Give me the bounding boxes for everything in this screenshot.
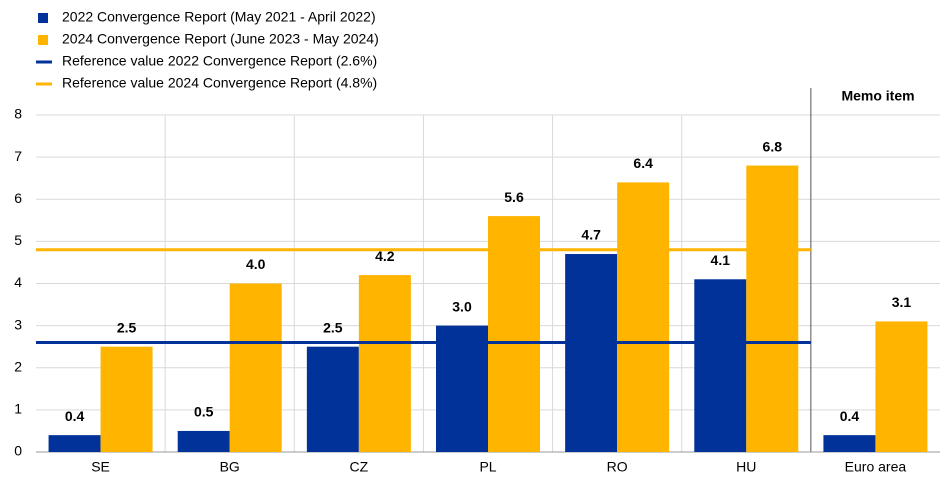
y-tick-label: 2	[14, 358, 22, 374]
value-label: 4.1	[711, 252, 731, 268]
legend-swatch	[38, 13, 48, 23]
y-tick-label: 6	[14, 190, 22, 206]
value-label: 3.0	[452, 298, 472, 314]
legend-label: 2022 Convergence Report (May 2021 - Apri…	[62, 9, 376, 25]
bar	[229, 283, 282, 452]
bar	[48, 435, 101, 452]
y-tick-label: 0	[14, 443, 22, 459]
bar	[436, 325, 488, 452]
value-label: 4.2	[375, 248, 395, 264]
y-tick-label: 3	[14, 316, 22, 332]
value-label: 0.4	[65, 408, 85, 424]
bar	[617, 182, 670, 452]
y-tick-label: 1	[14, 401, 22, 417]
value-label: 4.0	[246, 256, 266, 272]
legend-label: 2024 Convergence Report (June 2023 - May…	[62, 31, 379, 47]
x-tick-label: HU	[736, 459, 756, 475]
value-label: 2.5	[117, 319, 137, 335]
value-label: 6.8	[763, 138, 783, 154]
value-label: 0.5	[194, 404, 214, 420]
memo-label: Memo item	[841, 88, 914, 104]
bar	[100, 346, 153, 452]
y-tick-label: 4	[14, 274, 22, 290]
y-tick-label: 5	[14, 232, 22, 248]
y-tick-label: 8	[14, 106, 22, 122]
x-tick-label: PL	[479, 459, 496, 475]
bar	[306, 346, 359, 452]
x-tick-label: BG	[220, 459, 240, 475]
bar	[488, 216, 540, 452]
legend-label: Reference value 2024 Convergence Report …	[62, 75, 377, 91]
value-label: 4.7	[581, 227, 601, 243]
bar	[823, 435, 876, 452]
value-label: 0.4	[840, 408, 860, 424]
bar	[358, 275, 411, 452]
bar	[565, 254, 618, 452]
bar	[746, 165, 799, 453]
value-label: 5.6	[504, 189, 524, 205]
value-label: 3.1	[892, 294, 912, 310]
x-tick-label: SE	[91, 459, 110, 475]
x-tick-label: CZ	[350, 459, 369, 475]
bar	[177, 430, 230, 452]
value-label: 2.5	[323, 319, 343, 335]
legend-swatch	[38, 35, 48, 45]
value-label: 6.4	[633, 155, 653, 171]
legend-label: Reference value 2022 Convergence Report …	[62, 53, 377, 69]
x-tick-label: RO	[607, 459, 628, 475]
y-tick-label: 7	[14, 148, 22, 164]
bar	[875, 321, 928, 452]
bar	[694, 279, 747, 452]
x-tick-label: Euro area	[845, 459, 907, 475]
